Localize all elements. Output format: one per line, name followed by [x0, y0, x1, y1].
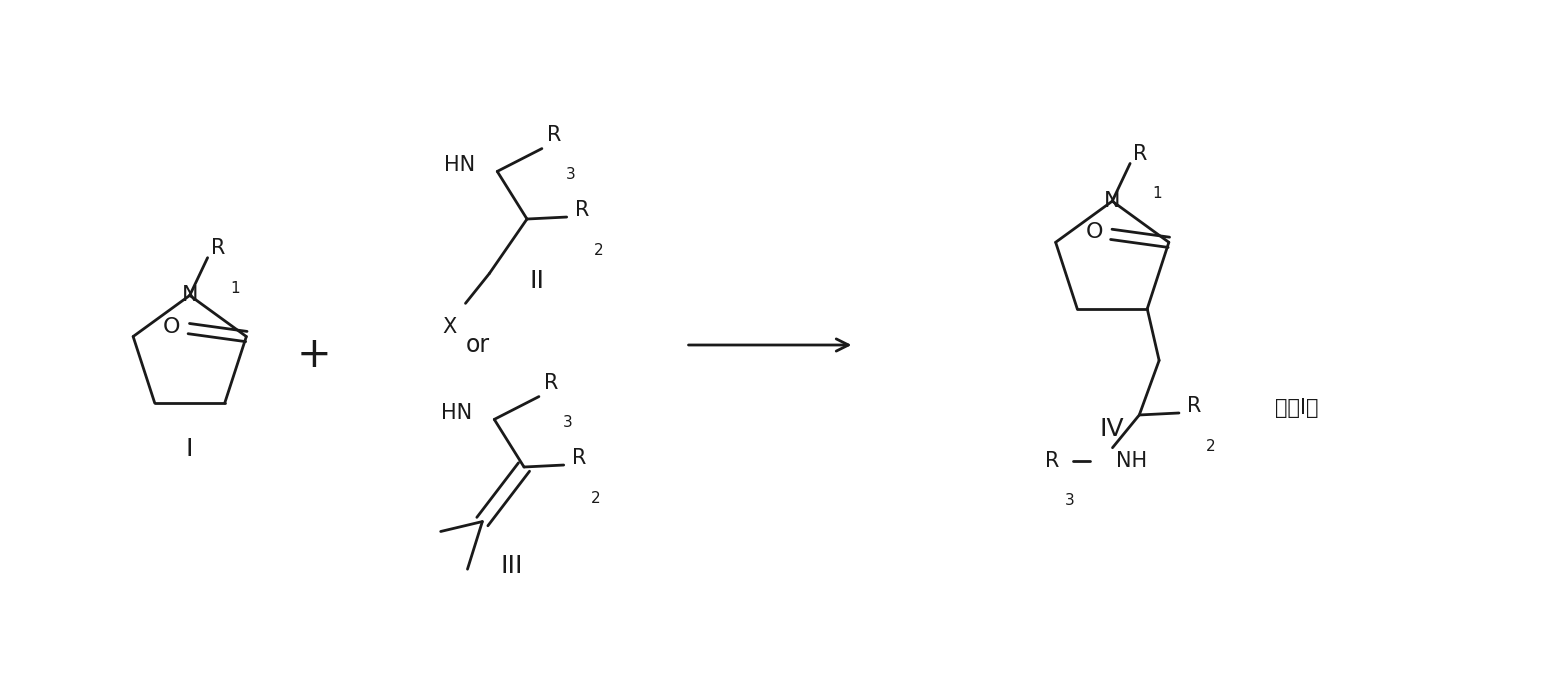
Text: HN: HN — [444, 155, 476, 175]
Text: R: R — [575, 200, 589, 220]
Text: 3: 3 — [1064, 493, 1074, 509]
Text: 2: 2 — [1206, 439, 1215, 454]
Text: 3: 3 — [566, 168, 577, 182]
Text: X: X — [442, 317, 456, 337]
Text: II: II — [529, 268, 544, 293]
Text: 2: 2 — [594, 243, 603, 258]
Text: or: or — [465, 333, 490, 357]
Text: III: III — [501, 554, 524, 578]
Text: O: O — [1085, 222, 1104, 242]
Text: R: R — [210, 238, 224, 258]
Text: （式Ⅰ）: （式Ⅰ） — [1275, 398, 1319, 418]
Text: N: N — [181, 286, 198, 306]
Text: NH: NH — [1116, 451, 1147, 471]
Text: 1: 1 — [1152, 186, 1163, 201]
Text: R: R — [1133, 144, 1147, 164]
Text: R: R — [1187, 396, 1201, 416]
Text: 2: 2 — [591, 491, 600, 506]
Text: IV: IV — [1099, 417, 1124, 442]
Text: N: N — [1104, 191, 1121, 211]
Text: +: + — [297, 334, 331, 376]
Text: O: O — [164, 317, 181, 337]
Text: 3: 3 — [563, 415, 574, 431]
Text: HN: HN — [441, 404, 473, 424]
Text: R: R — [572, 448, 586, 468]
Text: R: R — [544, 373, 558, 393]
Text: R: R — [547, 125, 561, 145]
Text: 1: 1 — [230, 281, 240, 295]
Text: I: I — [186, 437, 193, 461]
Text: R: R — [1045, 451, 1059, 471]
